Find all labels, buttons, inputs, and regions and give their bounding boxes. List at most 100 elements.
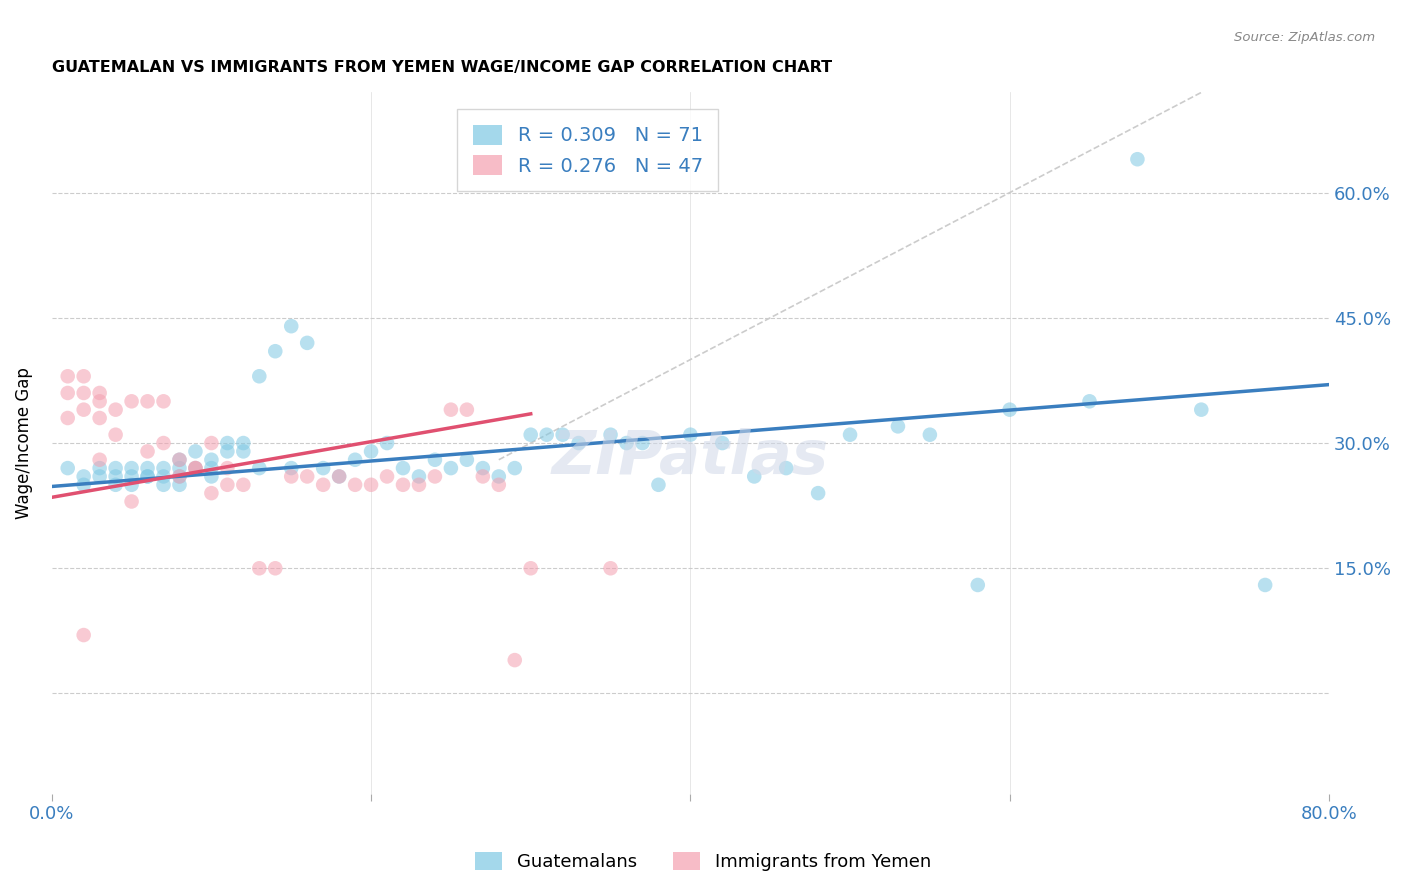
- Point: [73, 402, 96, 417]
- Point: [616, 436, 638, 450]
- Point: [312, 477, 335, 491]
- Point: [136, 469, 159, 483]
- Point: [89, 452, 111, 467]
- Point: [599, 561, 621, 575]
- Point: [73, 628, 96, 642]
- Point: [136, 394, 159, 409]
- Point: [200, 436, 222, 450]
- Point: [887, 419, 910, 434]
- Point: [295, 469, 318, 483]
- Point: [742, 469, 765, 483]
- Point: [551, 427, 574, 442]
- Point: [136, 461, 159, 475]
- Point: [647, 477, 669, 491]
- Point: [121, 494, 143, 508]
- Point: [169, 452, 191, 467]
- Point: [184, 444, 207, 458]
- Point: [169, 469, 191, 483]
- Point: [456, 452, 478, 467]
- Point: [440, 402, 463, 417]
- Point: [456, 402, 478, 417]
- Point: [104, 477, 127, 491]
- Point: [217, 461, 239, 475]
- Y-axis label: Wage/Income Gap: Wage/Income Gap: [15, 368, 32, 519]
- Point: [519, 561, 541, 575]
- Point: [152, 461, 174, 475]
- Point: [488, 469, 510, 483]
- Point: [295, 335, 318, 350]
- Point: [519, 427, 541, 442]
- Point: [217, 477, 239, 491]
- Point: [1254, 578, 1277, 592]
- Point: [104, 427, 127, 442]
- Point: [568, 436, 591, 450]
- Point: [264, 561, 287, 575]
- Point: [89, 386, 111, 401]
- Point: [423, 469, 446, 483]
- Point: [247, 461, 270, 475]
- Point: [169, 461, 191, 475]
- Point: [89, 461, 111, 475]
- Point: [711, 436, 734, 450]
- Point: [121, 461, 143, 475]
- Point: [247, 369, 270, 384]
- Point: [89, 394, 111, 409]
- Point: [471, 469, 494, 483]
- Point: [200, 469, 222, 483]
- Point: [152, 394, 174, 409]
- Point: [104, 402, 127, 417]
- Point: [536, 427, 558, 442]
- Point: [184, 461, 207, 475]
- Legend: Guatemalans, Immigrants from Yemen: Guatemalans, Immigrants from Yemen: [468, 845, 938, 879]
- Point: [121, 394, 143, 409]
- Text: Source: ZipAtlas.com: Source: ZipAtlas.com: [1234, 31, 1375, 45]
- Point: [104, 469, 127, 483]
- Point: [89, 469, 111, 483]
- Point: [775, 461, 797, 475]
- Point: [328, 469, 350, 483]
- Point: [440, 461, 463, 475]
- Point: [631, 436, 654, 450]
- Point: [503, 461, 526, 475]
- Point: [280, 461, 302, 475]
- Point: [232, 436, 254, 450]
- Point: [169, 452, 191, 467]
- Point: [375, 469, 398, 483]
- Point: [807, 486, 830, 500]
- Point: [217, 444, 239, 458]
- Point: [280, 469, 302, 483]
- Point: [56, 386, 79, 401]
- Point: [200, 461, 222, 475]
- Point: [152, 469, 174, 483]
- Point: [136, 444, 159, 458]
- Point: [56, 369, 79, 384]
- Point: [136, 469, 159, 483]
- Point: [89, 411, 111, 425]
- Point: [232, 477, 254, 491]
- Point: [503, 653, 526, 667]
- Point: [408, 469, 430, 483]
- Point: [312, 461, 335, 475]
- Point: [184, 461, 207, 475]
- Point: [232, 444, 254, 458]
- Point: [73, 386, 96, 401]
- Point: [471, 461, 494, 475]
- Point: [121, 477, 143, 491]
- Point: [328, 469, 350, 483]
- Legend: R = 0.309   N = 71, R = 0.276   N = 47: R = 0.309 N = 71, R = 0.276 N = 47: [457, 109, 718, 191]
- Point: [56, 461, 79, 475]
- Point: [679, 427, 702, 442]
- Point: [104, 461, 127, 475]
- Point: [200, 486, 222, 500]
- Point: [152, 477, 174, 491]
- Point: [73, 477, 96, 491]
- Point: [152, 436, 174, 450]
- Point: [839, 427, 862, 442]
- Text: GUATEMALAN VS IMMIGRANTS FROM YEMEN WAGE/INCOME GAP CORRELATION CHART: GUATEMALAN VS IMMIGRANTS FROM YEMEN WAGE…: [52, 60, 832, 75]
- Point: [169, 469, 191, 483]
- Point: [73, 469, 96, 483]
- Point: [200, 452, 222, 467]
- Point: [599, 427, 621, 442]
- Point: [918, 427, 941, 442]
- Point: [217, 436, 239, 450]
